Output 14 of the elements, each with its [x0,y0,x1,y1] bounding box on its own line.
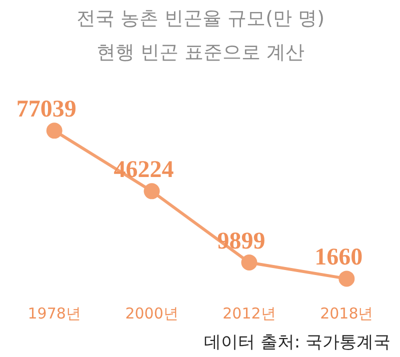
point [46,122,62,139]
data-label: 1660 [314,244,363,271]
data-label: 9899 [217,228,266,255]
point [338,270,355,287]
x-tick-label: 1978년 [28,304,81,322]
point [241,254,258,271]
chart-subtitle: 현행 빈곤 표준으로 계산 [96,42,305,64]
x-tick-label: 2018년 [320,304,374,322]
x-tick-label: 2000년 [125,304,178,322]
text: 데이터 출처: 국가통계국 [204,332,391,352]
x-tick-label: 2012년 [222,304,276,322]
chart-title: 전국 농촌 빈곤율 규모(만 명) [76,8,324,30]
data-label: 77039 [16,96,76,123]
point [144,183,160,200]
